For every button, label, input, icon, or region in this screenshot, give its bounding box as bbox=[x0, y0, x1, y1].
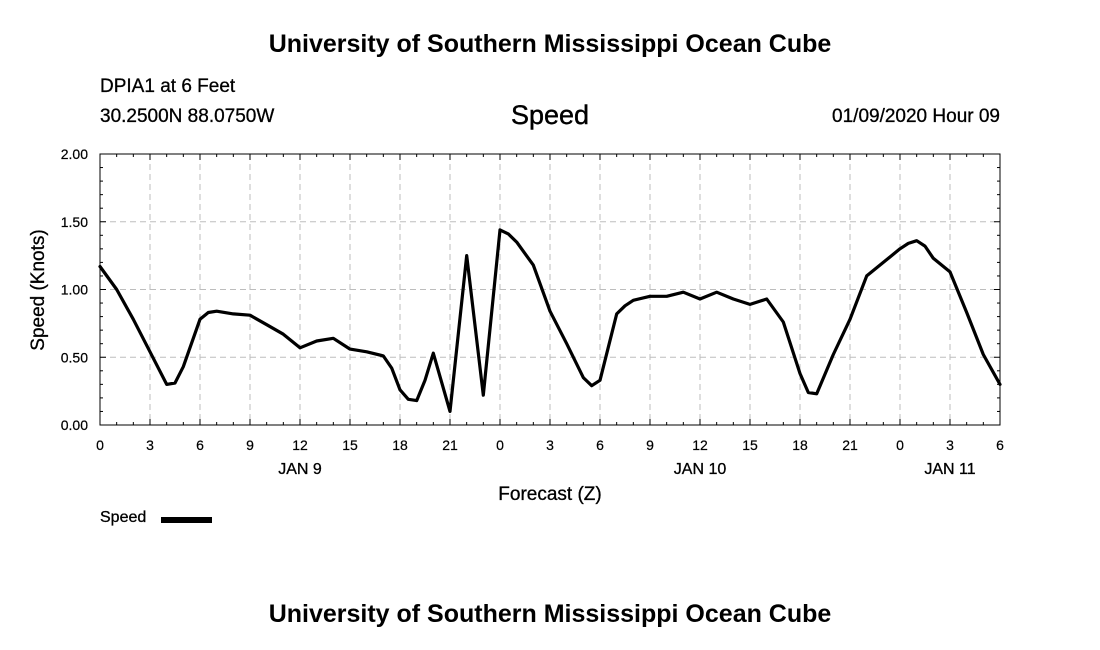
legend-swatch bbox=[161, 517, 212, 523]
x-tick-label: 3 bbox=[946, 437, 954, 453]
page-title: University of Southern Mississippi Ocean… bbox=[268, 30, 832, 58]
x-tick-label: 9 bbox=[246, 437, 254, 453]
x-tick-label: 9 bbox=[646, 437, 654, 453]
axis-ticks bbox=[99, 153, 1001, 426]
x-tick-label: 12 bbox=[692, 437, 708, 453]
y-tick-label: 2.00 bbox=[61, 146, 88, 162]
x-axis-label: Forecast (Z) bbox=[498, 484, 601, 505]
x-tick-label: 6 bbox=[196, 437, 204, 453]
x-tick-label: 0 bbox=[896, 437, 904, 453]
y-axis-label: Speed (Knots) bbox=[28, 229, 49, 350]
x-tick-label: 0 bbox=[96, 437, 104, 453]
x-tick-label: 6 bbox=[996, 437, 1004, 453]
date-label: JAN 11 bbox=[924, 461, 975, 478]
x-tick-label: 21 bbox=[442, 437, 458, 453]
x-tick-label: 15 bbox=[742, 437, 758, 453]
date-label: JAN 10 bbox=[674, 461, 727, 478]
y-tick-label: 1.00 bbox=[61, 282, 88, 298]
y-tick-label: 0.50 bbox=[61, 349, 88, 365]
legend-label: Speed bbox=[100, 509, 147, 526]
station-label: DPIA1 at 6 Feet bbox=[100, 76, 236, 97]
x-tick-label: 15 bbox=[342, 437, 358, 453]
y-tick-label: 1.50 bbox=[61, 214, 88, 230]
x-tick-label: 3 bbox=[546, 437, 554, 453]
grid-lines bbox=[100, 154, 1000, 425]
x-tick-label: 6 bbox=[596, 437, 604, 453]
footer-title: University of Southern Mississippi Ocean… bbox=[268, 600, 832, 628]
x-tick-label: 12 bbox=[292, 437, 308, 453]
coordinates-label: 30.2500N 88.0750W bbox=[100, 106, 275, 127]
axis-tick-labels: 0 3 6 9 12 15 18 21 0 3 6 9 12 15 18 21 0 3 6 0.00 0.50 1.00 1… bbox=[61, 146, 1005, 478]
x-tick-label: 0 bbox=[496, 437, 504, 453]
date-label: JAN 9 bbox=[278, 461, 322, 478]
y-tick-label: 0.00 bbox=[61, 417, 88, 433]
x-tick-label: 3 bbox=[146, 437, 154, 453]
x-tick-label: 18 bbox=[792, 437, 808, 453]
x-tick-label: 21 bbox=[842, 437, 858, 453]
parameter-title: Speed bbox=[510, 100, 590, 130]
forecast-timestamp: 01/09/2020 Hour 09 bbox=[832, 106, 1000, 127]
x-tick-label: 18 bbox=[392, 437, 408, 453]
speed-series-line bbox=[98, 228, 1002, 413]
